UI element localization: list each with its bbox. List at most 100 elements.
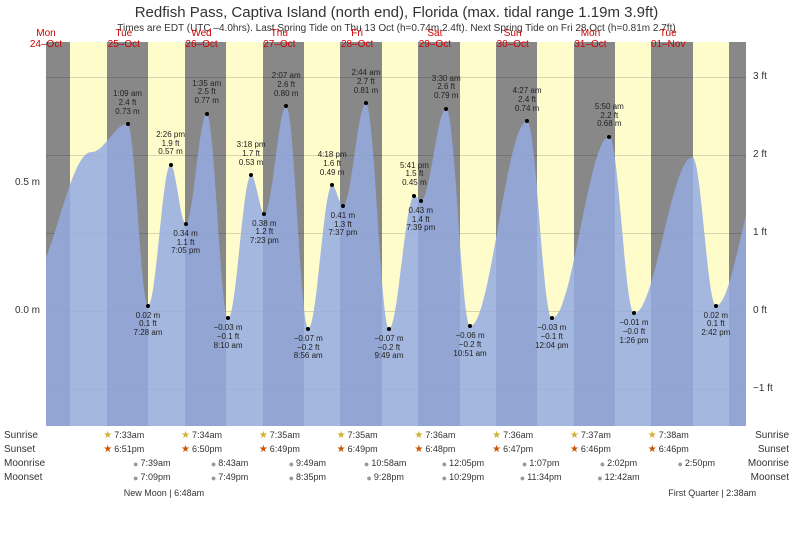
y-axis-left: 0.0 m 0.5 m (0, 42, 44, 426)
tide-extreme-dot (468, 324, 472, 328)
moonset-time: 12:42am (597, 472, 639, 483)
tide-extreme-dot (330, 183, 334, 187)
y-tick-ft: 2 ft (753, 149, 767, 160)
tide-extreme-dot (550, 316, 554, 320)
moon-phase: First Quarter | 2:38am (668, 488, 756, 498)
row-label: Moonset (4, 472, 42, 483)
moonset-time: 7:49pm (211, 472, 248, 483)
tide-extreme-label: −0.07 m−0.2 ft9:49 am (374, 335, 403, 361)
tide-extreme-label: 2:07 am2.6 ft0.80 m (272, 72, 301, 98)
y-tick-ft: −1 ft (753, 383, 773, 394)
date-label: Thu27–Oct (263, 28, 295, 50)
y-tick-ft: 0 ft (753, 305, 767, 316)
date-label: Tue25–Oct (108, 28, 140, 50)
sunrise-time: 7:34am (181, 430, 222, 441)
tide-extreme-label: −0.01 m−0.0 ft1:26 pm (619, 319, 648, 345)
tide-extreme-dot (205, 112, 209, 116)
moonrise-time: 8:43am (211, 458, 248, 469)
tide-extreme-dot (184, 222, 188, 226)
moonrise-time: 9:49am (289, 458, 326, 469)
moonset-time: 11:34pm (520, 472, 562, 483)
sunrise-time: 7:35am (259, 430, 300, 441)
sunset-time: 6:49pm (259, 444, 300, 455)
tide-extreme-dot (525, 119, 529, 123)
moonset-time: 10:29pm (442, 472, 484, 483)
row-label: Moonrise (748, 458, 789, 469)
row-label: Sunrise (4, 430, 38, 441)
tide-extreme-label: −0.07 m−0.2 ft8:56 am (294, 335, 323, 361)
tide-extreme-label: 4:18 pm1.6 ft0.49 m (318, 151, 347, 177)
y-tick-ft: 1 ft (753, 227, 767, 238)
moonset-time: 8:35pm (289, 472, 326, 483)
moonrise-time: 2:50pm (677, 458, 714, 469)
date-label: Mon31–Oct (574, 28, 606, 50)
sunset-time: 6:49pm (337, 444, 378, 455)
y-tick-m: 0.5 m (15, 177, 40, 188)
row-label: Moonset (751, 472, 789, 483)
tide-extreme-dot (226, 316, 230, 320)
date-label: Sun30–Oct (497, 28, 529, 50)
sunrise-time: 7:36am (414, 430, 455, 441)
moonset-time: 7:09pm (133, 472, 170, 483)
date-label: Sat29–Oct (419, 28, 451, 50)
tide-extreme-dot (387, 327, 391, 331)
tide-extreme-dot (632, 311, 636, 315)
tide-extreme-label: 0.34 m1.1 ft7:05 pm (171, 230, 200, 256)
tide-extreme-dot (284, 104, 288, 108)
tide-chart: Redfish Pass, Captiva Island (north end)… (0, 0, 793, 539)
tide-extreme-dot (262, 212, 266, 216)
tide-extreme-dot (126, 122, 130, 126)
tide-extreme-dot (306, 327, 310, 331)
tide-extreme-label: 0.38 m1.2 ft7:23 pm (250, 220, 279, 246)
tide-extreme-label: −0.03 m−0.1 ft8:10 am (213, 324, 242, 350)
tide-extreme-label: 1:35 am2.5 ft0.77 m (192, 80, 221, 106)
tide-extreme-label: 5:41 pm1.5 ft0.45 m (400, 162, 429, 188)
row-label: Sunrise (755, 430, 789, 441)
tide-extreme-label: 2:26 pm1.9 ft0.57 m (156, 131, 185, 157)
tide-extreme-label: 1:09 am2.4 ft0.73 m (113, 90, 142, 116)
tide-extreme-label: −0.06 m−0.2 ft10:51 am (453, 332, 486, 358)
y-tick-m: 0.0 m (15, 305, 40, 316)
tide-extreme-label: 0.41 m1.3 ft7:37 pm (328, 212, 357, 238)
sunset-time: 6:47pm (492, 444, 533, 455)
moonset-time: 9:28pm (366, 472, 403, 483)
sunrise-time: 7:37am (570, 430, 611, 441)
date-label: Wed26–Oct (185, 28, 217, 50)
tide-extreme-dot (714, 304, 718, 308)
tide-extreme-dot (607, 135, 611, 139)
moonrise-time: 2:02pm (600, 458, 637, 469)
sunset-time: 6:46pm (648, 444, 689, 455)
tide-extreme-dot (364, 101, 368, 105)
row-label: Sunset (4, 444, 35, 455)
tide-extreme-label: 4:27 am2.4 ft0.74 m (513, 87, 542, 113)
date-axis: Mon24–OctTue25–OctWed26–OctThu27–OctFri2… (46, 42, 746, 56)
tide-curve (46, 42, 746, 426)
sunset-time: 6:50pm (181, 444, 222, 455)
row-label: Sunset (758, 444, 789, 455)
moonrise-time: 12:05pm (442, 458, 484, 469)
tide-extreme-label: 2:44 am2.7 ft0.81 m (352, 69, 381, 95)
tide-extreme-dot (169, 163, 173, 167)
tide-extreme-dot (249, 173, 253, 177)
date-label: Fri28–Oct (341, 28, 373, 50)
tide-extreme-label: 3:30 am2.6 ft0.79 m (432, 75, 461, 101)
tide-extreme-label: 3:18 pm1.7 ft0.53 m (237, 141, 266, 167)
moonrise-time: 10:58am (364, 458, 406, 469)
sunrise-time: 7:33am (103, 430, 144, 441)
tide-extreme-dot (412, 194, 416, 198)
tide-extreme-label: 0.02 m0.1 ft7:28 am (134, 312, 163, 338)
date-label: Tue01–Nov (651, 28, 685, 50)
moonrise-time: 7:39am (133, 458, 170, 469)
moonrise-time: 1:07pm (522, 458, 559, 469)
tide-extreme-dot (419, 199, 423, 203)
sunrise-time: 7:36am (492, 430, 533, 441)
tide-extreme-dot (146, 304, 150, 308)
sunrise-time: 7:38am (648, 430, 689, 441)
plot-area: 1:09 am2.4 ft0.73 m 0.02 m0.1 ft7:28 am 2:… (46, 42, 746, 426)
tide-extreme-label: 0.02 m0.1 ft2:42 pm (701, 312, 730, 338)
sunrise-time: 7:35am (337, 430, 378, 441)
moon-phase: New Moon | 6:48am (124, 488, 204, 498)
row-label: Moonrise (4, 458, 45, 469)
tide-extreme-dot (341, 204, 345, 208)
sunset-time: 6:48pm (414, 444, 455, 455)
